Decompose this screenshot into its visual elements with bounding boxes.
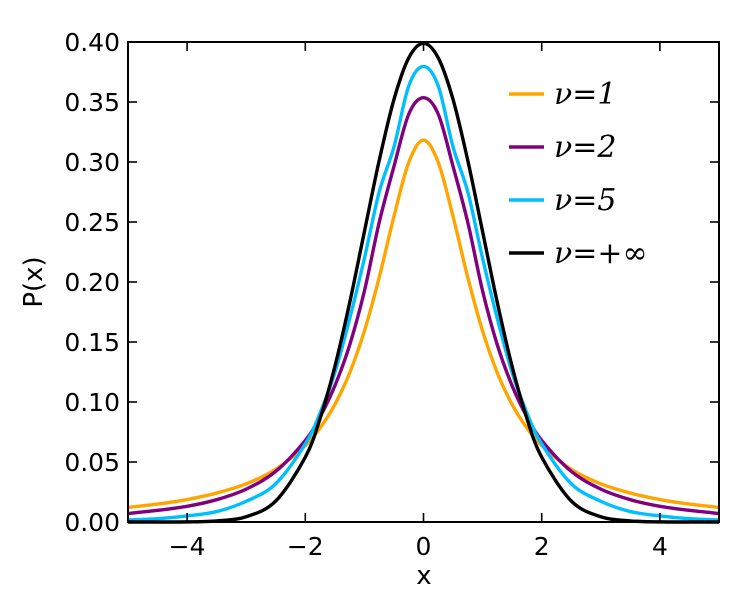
plot-frame	[127, 41, 720, 523]
x-tick-label: 2	[534, 532, 550, 561]
series-line-4	[127, 41, 720, 524]
y-tick-label: 0.10	[64, 388, 120, 417]
legend-item-2: ν=2	[509, 130, 616, 165]
y-axis-title: P(x)	[19, 256, 49, 307]
y-tick-label: 0.00	[64, 508, 120, 537]
legend-label: ν=+∞	[554, 236, 648, 271]
x-tick-label: −2	[287, 532, 324, 561]
y-tick-label: 0.40	[64, 28, 120, 57]
legend-label: ν=2	[554, 130, 616, 165]
x-tick-label: 4	[652, 532, 668, 561]
series-line-3	[127, 64, 720, 522]
legend-item-4: ν=+∞	[509, 236, 648, 271]
x-axis-title: x	[416, 561, 431, 591]
curves-layer	[127, 41, 720, 524]
legend: ν=1 ν=2 ν=5 ν=+∞	[509, 77, 648, 271]
x-tick-label: −4	[169, 532, 206, 561]
y-tick-label: 0.15	[64, 328, 120, 357]
legend-item-1: ν=1	[509, 77, 616, 112]
series-line-2	[127, 95, 720, 516]
y-tick-label: 0.20	[64, 268, 120, 297]
legend-item-3: ν=5	[509, 183, 616, 218]
legend-label: ν=5	[554, 183, 616, 218]
y-tick-label: 0.30	[64, 148, 120, 177]
y-tick-label: 0.25	[64, 208, 120, 237]
y-tick-label: 0.35	[64, 88, 120, 117]
ticks-layer: −4 −2 0 2 4 0.00 0.05 0.10 0.15 0.20 0.25 0.30 0.35 0…	[64, 28, 719, 561]
series-line-1	[127, 138, 720, 510]
y-tick-label: 0.05	[64, 448, 120, 477]
x-tick-label: 0	[416, 532, 432, 561]
legend-label: ν=1	[554, 77, 616, 112]
